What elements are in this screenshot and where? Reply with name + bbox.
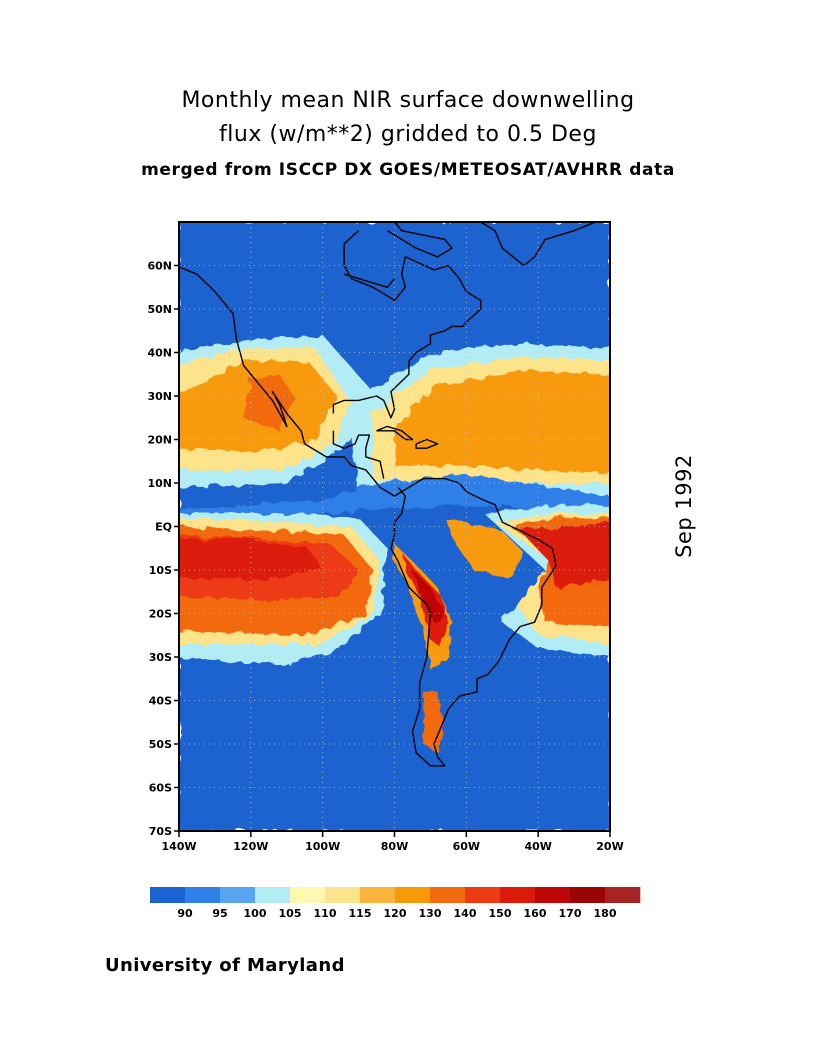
y-tick-label: EQ bbox=[155, 521, 172, 534]
colorbar-label: 140 bbox=[454, 907, 477, 920]
colorbar-swatch bbox=[395, 887, 431, 903]
y-tick-label: 30N bbox=[147, 390, 172, 403]
coast-yucatan bbox=[332, 430, 385, 479]
chart-title: Monthly mean NIR surface downwelling bbox=[181, 88, 635, 113]
y-tick-label: 20S bbox=[149, 608, 172, 621]
argentina-orange bbox=[423, 691, 445, 753]
coast-cuba bbox=[376, 425, 414, 441]
y-tick-label: 30S bbox=[149, 651, 172, 664]
itcz bbox=[179, 474, 610, 527]
chart-subtitle: merged from ISCCP DX GOES/METEOSAT/AVHRR… bbox=[141, 160, 675, 180]
band-sp-deepred bbox=[179, 539, 323, 579]
colorbar-swatch bbox=[290, 887, 326, 903]
andes-core bbox=[412, 570, 445, 623]
credit-label: University of Maryland bbox=[105, 955, 345, 976]
colorbar-label: 150 bbox=[489, 907, 512, 920]
y-tick-label: 60S bbox=[149, 782, 172, 795]
colorbar-swatch bbox=[150, 887, 186, 903]
colorbar-swatch bbox=[360, 887, 396, 903]
y-tick-label: 10N bbox=[147, 477, 172, 490]
y-tick-label: 50S bbox=[149, 738, 172, 751]
x-tick-label: 80W bbox=[381, 840, 408, 853]
x-tick-label: 40W bbox=[524, 840, 551, 853]
coast-greenland bbox=[480, 222, 596, 267]
coast-north-america bbox=[179, 266, 557, 767]
colorbar-label: 90 bbox=[177, 907, 193, 920]
y-tick-label: 60N bbox=[147, 260, 172, 273]
colorbar-label: 130 bbox=[419, 907, 442, 920]
gridlines bbox=[179, 222, 610, 831]
y-tick-label: 40S bbox=[149, 695, 172, 708]
colorbar: 90 95 100 105 110 115 120 130 140 150 160 170 180 bbox=[150, 887, 641, 920]
y-tick-label: 50N bbox=[147, 303, 172, 316]
y-tick-label: 40N bbox=[147, 347, 172, 360]
colorbar-label: 160 bbox=[524, 907, 547, 920]
coast-gulf-east-us bbox=[332, 230, 482, 419]
colorbar-label: 115 bbox=[349, 907, 372, 920]
coastlines bbox=[179, 222, 643, 767]
coast-hudson bbox=[343, 273, 396, 288]
x-tick-label: 100W bbox=[305, 840, 340, 853]
colorbar-label: 105 bbox=[279, 907, 302, 920]
x-tick-label: 60W bbox=[453, 840, 480, 853]
colorbar-label: 95 bbox=[212, 907, 227, 920]
colorbar-label: 120 bbox=[384, 907, 407, 920]
colorbar-swatch bbox=[570, 887, 606, 903]
band-sa-red bbox=[520, 522, 610, 588]
x-tick-label: 120W bbox=[233, 840, 268, 853]
colorbar-swatch bbox=[535, 887, 571, 903]
colorbar-swatch bbox=[430, 887, 466, 903]
x-tick-label: 140W bbox=[161, 840, 196, 853]
colorbar-swatch bbox=[325, 887, 361, 903]
colorbar-swatch bbox=[605, 887, 641, 903]
colorbar-swatch bbox=[465, 887, 501, 903]
coast-africa bbox=[614, 435, 643, 500]
brazil-orange bbox=[444, 517, 524, 579]
coast-baffin bbox=[386, 222, 453, 258]
chart-title-line2: flux (w/m**2) gridded to 0.5 Deg bbox=[219, 122, 597, 147]
band-na-orange bbox=[394, 369, 610, 475]
colorbar-swatch bbox=[500, 887, 536, 903]
colorbar-label: 170 bbox=[559, 907, 582, 920]
colorbar-label: 180 bbox=[594, 907, 617, 920]
y-tick-label: 10S bbox=[149, 564, 172, 577]
axes: 60N 50N 40N 30N 20N 10N EQ 10S 20S 30S 40S 50S 60S 70… bbox=[147, 260, 623, 854]
colorbar-swatch bbox=[220, 887, 256, 903]
colorbar-label: 110 bbox=[314, 907, 337, 920]
colorbar-swatch bbox=[255, 887, 291, 903]
x-tick-label: 20W bbox=[596, 840, 623, 853]
y-tick-label: 70S bbox=[149, 825, 172, 838]
colorbar-label: 100 bbox=[244, 907, 267, 920]
coast-hispaniola bbox=[415, 438, 439, 449]
colorbar-swatch bbox=[185, 887, 221, 903]
y-tick-label: 20N bbox=[147, 434, 172, 447]
